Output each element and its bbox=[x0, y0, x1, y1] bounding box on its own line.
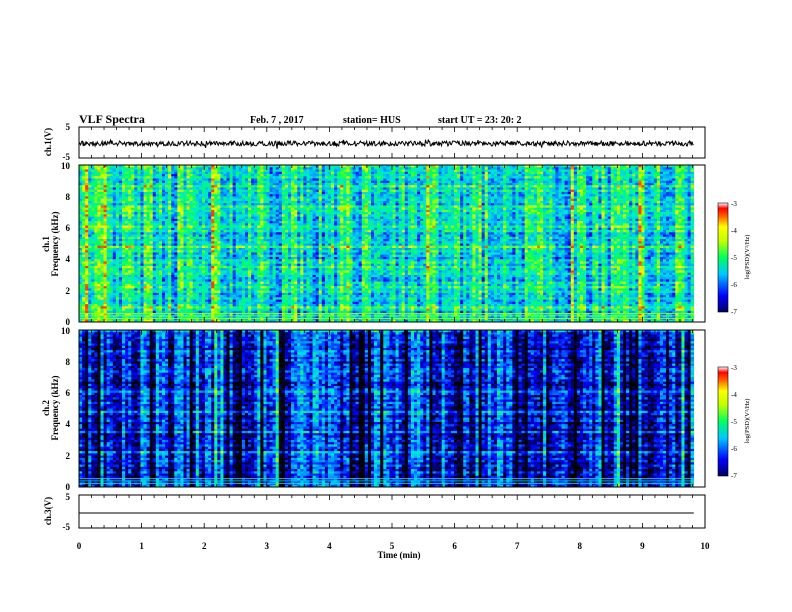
ch2-ytick-6: 6 bbox=[66, 388, 71, 398]
ch1-colorbar-tick: -4 bbox=[731, 227, 737, 235]
ch1-colorbar-tick: -5 bbox=[731, 254, 737, 262]
ch1-ytick-10: 10 bbox=[61, 161, 71, 171]
ch1-spectrogram-panel: 0 2 4 6 8 10 ch.1 Frequency (kHz) -3 -4 … bbox=[41, 161, 751, 327]
ch2-frequency-ylabel: Frequency (kHz) bbox=[50, 375, 60, 440]
ch2-ytick-0: 0 bbox=[66, 482, 71, 492]
ch2-colorbar bbox=[718, 367, 728, 476]
ch1-ytick-2: 2 bbox=[66, 286, 71, 296]
ch3-ytick-bottom: -5 bbox=[63, 522, 71, 532]
ch1-frequency-ylabel: Frequency (kHz) bbox=[50, 211, 60, 276]
date-label: Feb. 7 , 2017 bbox=[250, 115, 304, 126]
x-tick-label: 3 bbox=[265, 541, 270, 551]
ch2-spectrogram-image bbox=[79, 330, 694, 487]
ch2-colorbar-tick: -5 bbox=[731, 418, 737, 426]
ch1-colorbar bbox=[718, 203, 728, 312]
ch3-ytick-top: 5 bbox=[66, 492, 71, 502]
ch2-spectrogram-panel: 0 2 4 6 8 10 ch.2 Frequency (kHz) -3 -4 … bbox=[41, 326, 751, 492]
ch1-voltage-panel: 5 -5 ch.1(V) bbox=[43, 122, 705, 162]
ch1-ytick-4: 4 bbox=[66, 254, 71, 264]
ch2-ytick-4: 4 bbox=[66, 419, 71, 429]
ch2-colorbar-tick: -6 bbox=[731, 445, 737, 453]
x-axis-label: Time (min) bbox=[377, 550, 420, 560]
ch2-ytick-10: 10 bbox=[61, 326, 71, 336]
ch1-colorbar-label: log(PSD)(V²/Hz) bbox=[744, 235, 751, 280]
ch2-colorbar-tick: -7 bbox=[731, 472, 737, 480]
ch1-colorbar-tick: -3 bbox=[731, 200, 737, 208]
ch2-colorbar-tick: -4 bbox=[731, 391, 737, 399]
x-tick-label: 1 bbox=[139, 541, 144, 551]
ch2-ytick-2: 2 bbox=[66, 451, 71, 461]
ch2-ytick-8: 8 bbox=[66, 357, 71, 367]
ch1-voltage-trace bbox=[79, 140, 694, 149]
ch1-ytick-6: 6 bbox=[66, 223, 71, 233]
x-tick-label: 2 bbox=[202, 541, 207, 551]
x-tick-label: 4 bbox=[327, 541, 332, 551]
x-tick-label: 10 bbox=[701, 541, 711, 551]
station-label: station= HUS bbox=[343, 115, 401, 126]
ch1-spectrogram-image bbox=[79, 165, 694, 322]
x-tick-label: 0 bbox=[77, 541, 82, 551]
ch3-voltage-panel: 5 -5 ch.3(V) 0 1 2 3 4 5 6 7 8 9 10 Time… bbox=[43, 492, 710, 560]
ch1-colorbar-tick: -6 bbox=[731, 281, 737, 289]
x-tick-label: 6 bbox=[452, 541, 457, 551]
vlf-figure: VLF Spectra Feb. 7 , 2017 station= HUS s… bbox=[0, 0, 792, 612]
ch3-voltage-xticks bbox=[79, 495, 705, 528]
ch1-ytick-8: 8 bbox=[66, 192, 71, 202]
x-tick-label: 9 bbox=[640, 541, 645, 551]
start-time-label: start UT = 23: 20: 2 bbox=[438, 115, 522, 126]
ch2-colorbar-label: log(PSD)(V²/Hz) bbox=[744, 399, 751, 444]
ch1-voltage-ylabel: ch.1(V) bbox=[43, 128, 53, 156]
figure-title: VLF Spectra bbox=[79, 112, 145, 126]
x-tick-label: 7 bbox=[515, 541, 520, 551]
x-tick-label: 8 bbox=[578, 541, 583, 551]
ch2-colorbar-tick: -3 bbox=[731, 364, 737, 372]
ch3-voltage-ylabel: ch.3(V) bbox=[43, 497, 53, 525]
ch1-ytick-top: 5 bbox=[66, 122, 71, 132]
ch1-colorbar-tick: -7 bbox=[731, 308, 737, 316]
